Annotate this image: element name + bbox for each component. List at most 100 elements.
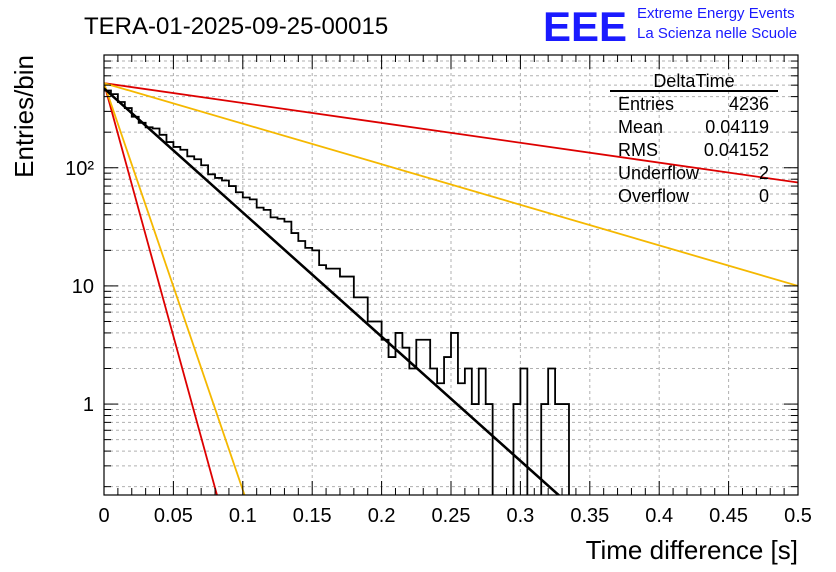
- histogram-bin: [215, 178, 222, 495]
- stats-value: 0: [759, 186, 769, 206]
- run-title: TERA-01-2025-09-25-00015: [84, 13, 388, 40]
- x-tick-label: 0.1: [229, 505, 257, 527]
- histogram-bin: [368, 321, 375, 495]
- histogram-bin: [444, 357, 451, 495]
- x-tick-label: 0.45: [709, 505, 748, 527]
- histogram-bin: [305, 248, 312, 495]
- histogram-bin: [160, 135, 167, 495]
- x-tick-label: 0.15: [293, 505, 332, 527]
- histogram-bin: [395, 333, 402, 495]
- histogram-bin: [201, 165, 208, 495]
- histogram-bin: [271, 217, 278, 495]
- stats-value: 0.04152: [704, 140, 769, 160]
- x-tick-label: 0.35: [570, 505, 609, 527]
- curve-orange-slow: [104, 82, 798, 287]
- stats-label: RMS: [618, 140, 658, 160]
- histogram-bin: [104, 91, 111, 495]
- histogram-bin: [236, 192, 243, 495]
- histogram-bin: [451, 333, 458, 495]
- histogram-bin: [465, 369, 472, 495]
- histogram-bin: [284, 222, 291, 495]
- y-axis-label: Entries/bin: [9, 55, 39, 178]
- histogram-bin: [264, 210, 271, 495]
- y-tick-label: 10: [72, 276, 94, 298]
- stats-label: Entries: [618, 94, 674, 114]
- curve-red-fast: [104, 82, 218, 495]
- stats-label: Underflow: [618, 163, 700, 183]
- histogram-bin: [257, 208, 264, 495]
- histogram-bin: [125, 108, 132, 495]
- x-tick-label: 0.2: [368, 505, 396, 527]
- histogram-bin: [354, 297, 361, 495]
- histogram-bin: [423, 340, 430, 495]
- histogram-bin: [180, 150, 187, 495]
- stats-title: DeltaTime: [653, 71, 734, 91]
- stats-value: 2: [759, 163, 769, 183]
- x-tick-label: 0.25: [432, 505, 471, 527]
- histogram-bin: [513, 404, 520, 495]
- histogram-bin: [479, 369, 486, 495]
- histogram-bin: [153, 128, 160, 495]
- histogram-bin: [458, 383, 465, 495]
- histogram-bin: [229, 186, 236, 495]
- axis-ticks: 0 0.05 0.1 0.15 0.2 0.25 0.3 0.35 0.4 0.45 0.5 1 10 1…: [65, 54, 812, 527]
- histogram-bin: [208, 174, 215, 495]
- histogram-bin: [409, 369, 416, 495]
- logo-line-1: Extreme Energy Events: [637, 5, 795, 22]
- x-tick-label: 0.5: [784, 505, 812, 527]
- histogram-bin: [278, 219, 285, 495]
- logo-line-2: La Scienza nelle Scuole: [637, 25, 797, 42]
- histogram-bin: [333, 269, 340, 495]
- histogram-bin: [430, 369, 437, 495]
- histogram-bin: [375, 321, 382, 495]
- histogram-bin: [416, 340, 423, 495]
- histogram-bin: [486, 404, 493, 495]
- curve-red-slow: [104, 82, 798, 184]
- histogram-bin: [222, 181, 229, 495]
- histogram-bin: [319, 265, 326, 495]
- x-axis-label: Time difference [s]: [586, 535, 798, 565]
- curve-orange-fast: [104, 82, 246, 495]
- histogram-bin: [298, 241, 305, 495]
- histogram-bin: [111, 94, 118, 495]
- stats-label: Overflow: [618, 186, 690, 206]
- histogram-bin: [326, 269, 333, 495]
- stats-value: 0.04119: [705, 117, 769, 137]
- eee-logo: EEE: [543, 3, 627, 50]
- histogram-bin: [291, 233, 298, 495]
- x-tick-label: 0: [98, 505, 109, 527]
- plot-frame: [103, 54, 799, 496]
- histogram-bin: [340, 277, 347, 495]
- y-tick-label: 1: [83, 394, 94, 416]
- histogram-bin: [562, 404, 569, 495]
- histogram-bin: [194, 159, 201, 495]
- histogram-bin: [555, 404, 562, 495]
- y-tick-label: 10²: [65, 158, 94, 180]
- histogram-bin: [173, 147, 180, 495]
- stats-value: 4236: [729, 94, 769, 114]
- histogram-bin: [146, 127, 153, 495]
- histogram-bin: [166, 142, 173, 495]
- histogram-bin: [382, 340, 389, 495]
- histogram-bin: [402, 348, 409, 495]
- fit-line-overlay: [104, 87, 561, 495]
- histogram-bin: [187, 156, 194, 495]
- histogram-bin: [361, 297, 368, 495]
- x-tick-label: 0.3: [506, 505, 534, 527]
- histogram-bin: [389, 357, 396, 495]
- x-tick-label: 0.05: [154, 505, 193, 527]
- histogram-bin: [118, 102, 125, 495]
- histogram-layer: [104, 87, 570, 495]
- histogram-bin: [312, 250, 319, 495]
- histogram-bin: [250, 199, 257, 495]
- histogram-bin: [132, 117, 139, 495]
- histogram-bin: [139, 123, 146, 495]
- x-tick-label: 0.4: [645, 505, 673, 527]
- histogram-bin: [520, 369, 527, 495]
- histogram-outline: [104, 89, 570, 495]
- stats-box: DeltaTime Entries 4236 Mean 0.04119 RMS 0.041…: [610, 71, 778, 206]
- histogram-bin: [437, 383, 444, 495]
- histogram-bin: [548, 369, 555, 495]
- histogram-bin: [243, 198, 250, 495]
